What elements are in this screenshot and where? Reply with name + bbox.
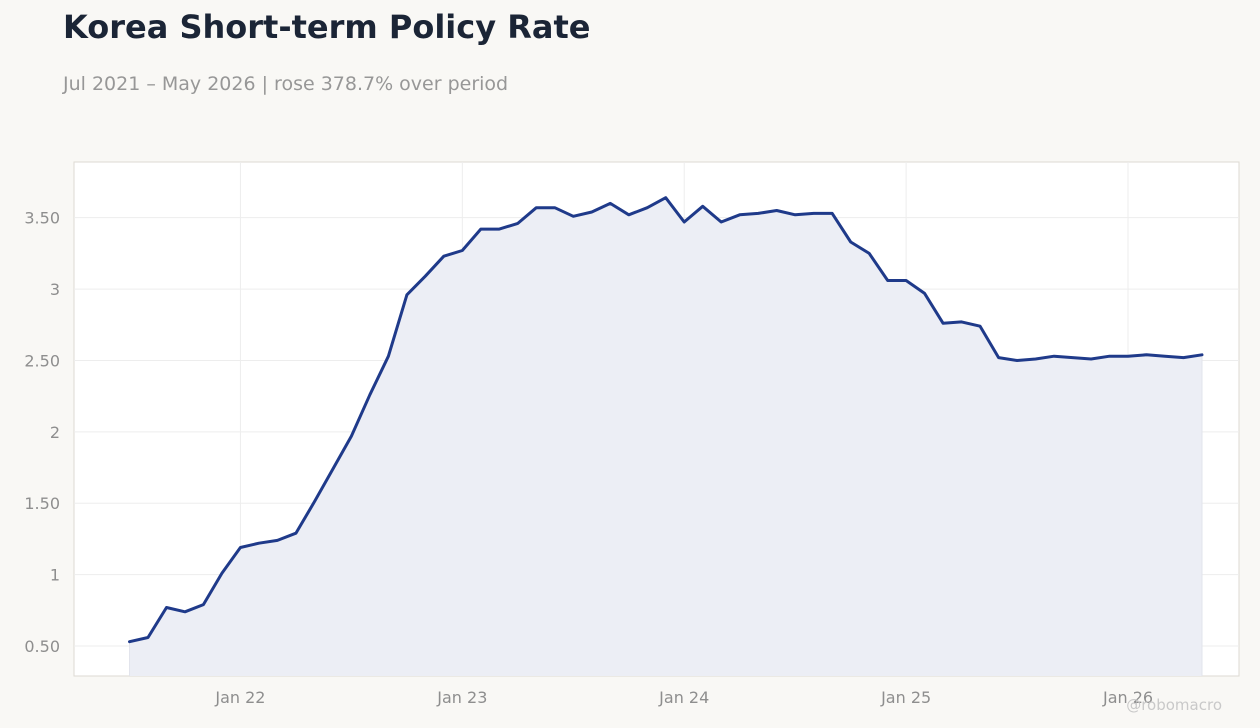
chart-title: Korea Short-term Policy Rate	[63, 8, 591, 46]
x-tick-label: Jan 25	[880, 688, 931, 707]
area-fill	[129, 197, 1202, 676]
y-axis-ticks: 0.50 1 1.50 2 2.50 3 3.50	[24, 209, 60, 656]
x-axis-ticks: Jan 22 Jan 23 Jan 24 Jan 25 Jan 26	[214, 688, 1153, 707]
y-tick-label: 0.50	[24, 637, 60, 656]
y-tick-label: 3.50	[24, 209, 60, 228]
x-tick-label: Jan 26	[1102, 688, 1153, 707]
x-tick-label: Jan 24	[658, 688, 709, 707]
y-tick-label: 1.50	[24, 494, 60, 513]
y-tick-label: 2.50	[24, 351, 60, 370]
chart-subtitle: Jul 2021 – May 2026 | rose 378.7% over p…	[63, 73, 509, 95]
y-tick-label: 3	[50, 280, 60, 299]
area-edge	[129, 354, 1203, 676]
watermark: @robomacro	[1126, 696, 1222, 714]
y-tick-label: 2	[50, 423, 60, 442]
series-line	[128, 196, 1204, 644]
x-tick-label: Jan 22	[214, 688, 265, 707]
y-tick-label: 1	[50, 566, 60, 585]
x-tick-label: Jan 23	[436, 688, 487, 707]
